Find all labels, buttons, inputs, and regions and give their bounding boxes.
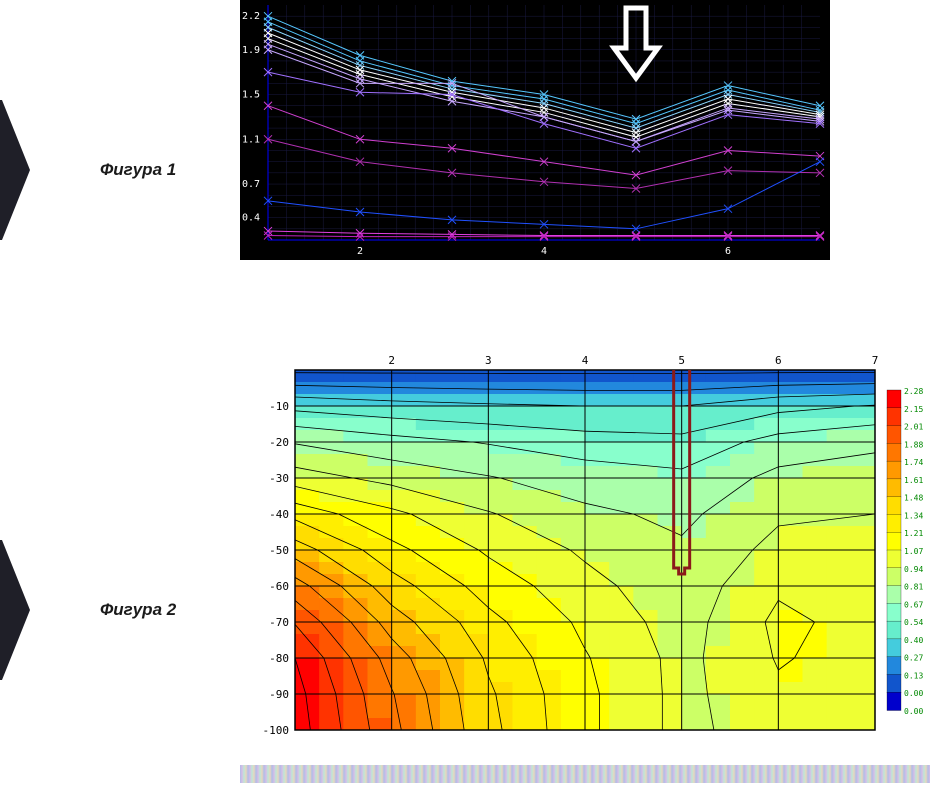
svg-text:1.21: 1.21 (904, 529, 923, 538)
svg-text:1.5: 1.5 (242, 90, 260, 101)
figure2-chart: 2 3 4 5 6 7 -10 -20 -30 -40 -50 -60 -70 -80 -90 -100 2.2… (240, 350, 930, 740)
svg-text:-60: -60 (269, 580, 289, 593)
svg-text:2: 2 (388, 354, 395, 367)
figure2-pointer: Фигура 2 (0, 540, 176, 680)
svg-text:0.40: 0.40 (904, 636, 923, 645)
svg-text:1.61: 1.61 (904, 476, 923, 485)
svg-text:7: 7 (872, 354, 879, 367)
svg-text:0.27: 0.27 (904, 654, 923, 663)
figure1-label: Фигура 1 (100, 160, 176, 180)
noise-strip (240, 765, 930, 783)
svg-text:0.00: 0.00 (904, 707, 923, 716)
svg-text:-40: -40 (269, 508, 289, 521)
svg-text:1.34: 1.34 (904, 511, 923, 520)
svg-text:0.94: 0.94 (904, 565, 923, 574)
svg-text:-20: -20 (269, 436, 289, 449)
svg-text:-50: -50 (269, 544, 289, 557)
figure1-pointer: Фигура 1 (0, 100, 176, 240)
svg-text:0.00: 0.00 (904, 689, 923, 698)
svg-text:-100: -100 (263, 724, 290, 737)
svg-text:1.74: 1.74 (904, 458, 923, 467)
svg-text:1.48: 1.48 (904, 494, 923, 503)
svg-text:-70: -70 (269, 616, 289, 629)
svg-text:3: 3 (485, 354, 492, 367)
svg-text:2.28: 2.28 (904, 387, 923, 396)
svg-text:0.54: 0.54 (904, 618, 923, 627)
chevron-icon (0, 100, 70, 240)
svg-text:2.2: 2.2 (242, 11, 260, 22)
chevron-icon (0, 540, 70, 680)
svg-text:0.13: 0.13 (904, 671, 923, 680)
svg-text:0.7: 0.7 (242, 179, 260, 190)
svg-text:2.15: 2.15 (904, 405, 923, 414)
svg-text:-90: -90 (269, 688, 289, 701)
svg-text:-80: -80 (269, 652, 289, 665)
svg-text:6: 6 (775, 354, 782, 367)
svg-text:0.67: 0.67 (904, 600, 923, 609)
svg-text:0.4: 0.4 (242, 213, 260, 224)
svg-text:1.07: 1.07 (904, 547, 923, 556)
svg-text:0.81: 0.81 (904, 583, 923, 592)
svg-text:4: 4 (541, 246, 547, 257)
svg-text:4: 4 (582, 354, 589, 367)
svg-text:5: 5 (678, 354, 685, 367)
svg-text:1.1: 1.1 (242, 134, 260, 145)
figure1-chart: 0.4 0.7 1.1 1.5 1.9 2.2 2 4 6 (240, 0, 830, 260)
svg-text:1.9: 1.9 (242, 45, 260, 56)
svg-text:2.01: 2.01 (904, 423, 923, 432)
svg-text:1.88: 1.88 (904, 440, 923, 449)
svg-text:2: 2 (357, 246, 363, 257)
svg-text:-30: -30 (269, 472, 289, 485)
svg-text:-10: -10 (269, 400, 289, 413)
figure2-label: Фигура 2 (100, 600, 176, 620)
svg-text:6: 6 (725, 246, 731, 257)
